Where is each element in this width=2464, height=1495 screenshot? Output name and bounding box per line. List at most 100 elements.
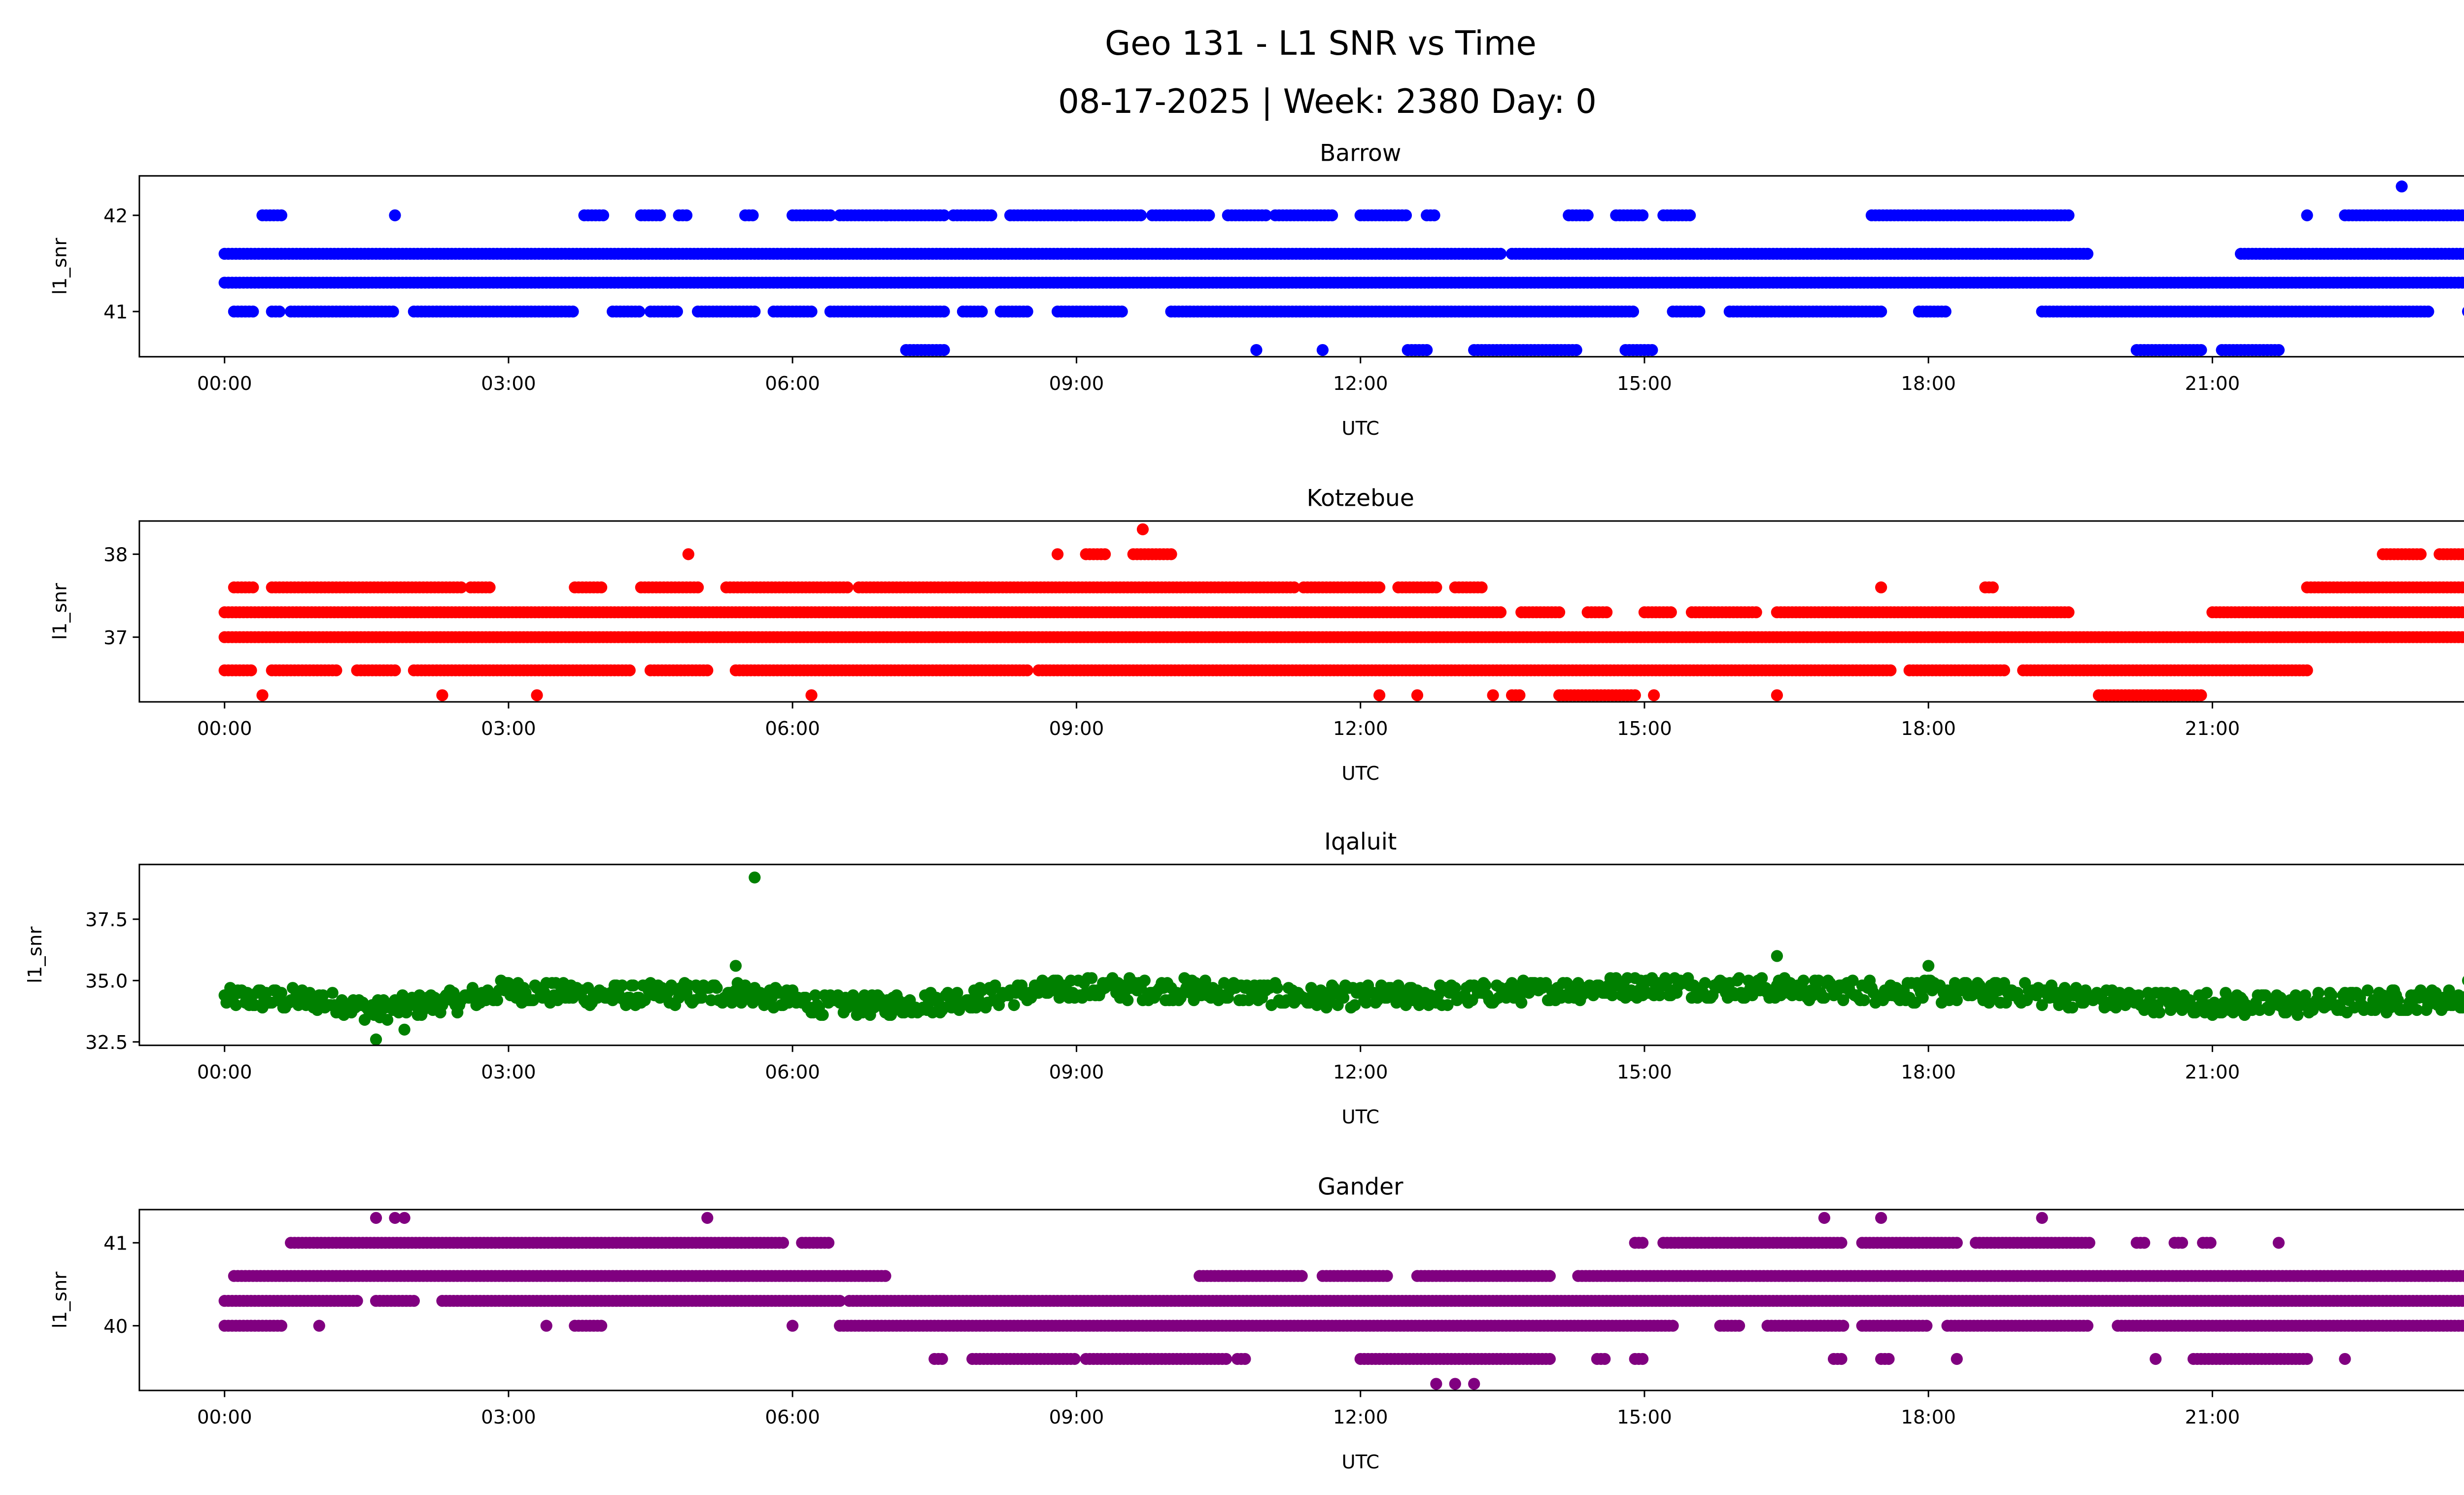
data-point bbox=[623, 664, 636, 677]
x-axis-label: UTC bbox=[1341, 417, 1379, 440]
data-point bbox=[1494, 606, 1507, 619]
data-point bbox=[275, 987, 288, 999]
data-point bbox=[1756, 972, 1768, 984]
data-point bbox=[247, 305, 259, 318]
data-point bbox=[1411, 689, 1424, 701]
chart-subtitle: 08-17-2025 | Week: 2380 Day: 0 bbox=[1058, 82, 1597, 121]
data-point bbox=[1939, 305, 1951, 318]
data-point bbox=[1046, 984, 1058, 997]
data-point bbox=[805, 305, 818, 318]
panel-title: Kotzebue bbox=[1307, 485, 1414, 512]
data-point bbox=[436, 689, 448, 701]
data-point bbox=[1629, 689, 1641, 701]
data-point bbox=[2458, 247, 2464, 260]
data-point bbox=[627, 979, 640, 992]
data-point bbox=[336, 994, 348, 1007]
data-point bbox=[1428, 209, 1440, 221]
data-point bbox=[951, 987, 963, 999]
data-point bbox=[671, 305, 683, 318]
data-point bbox=[1326, 209, 1338, 221]
x-tick-label: 12:00 bbox=[1333, 373, 1388, 395]
x-tick-label: 21:00 bbox=[2185, 373, 2240, 395]
data-point bbox=[2081, 247, 2094, 260]
x-tick-label: 18:00 bbox=[1901, 718, 1956, 740]
data-point bbox=[2301, 209, 2313, 221]
data-point bbox=[1098, 548, 1111, 560]
data-point bbox=[1553, 606, 1566, 619]
x-tick-label: 09:00 bbox=[1049, 718, 1104, 740]
data-point bbox=[1646, 344, 1658, 356]
y-tick-label: 38 bbox=[103, 544, 128, 566]
data-point bbox=[2462, 249, 2464, 258]
data-point bbox=[985, 209, 997, 221]
data-point bbox=[483, 581, 496, 593]
data-point bbox=[2062, 606, 2075, 619]
data-point bbox=[747, 209, 759, 221]
data-point bbox=[1086, 972, 1098, 984]
data-point bbox=[1684, 209, 1696, 221]
data-point bbox=[1771, 689, 1783, 701]
data-point bbox=[1648, 689, 1660, 701]
data-point bbox=[2301, 664, 2313, 677]
x-tick-label: 06:00 bbox=[765, 373, 820, 395]
data-point bbox=[639, 994, 651, 1007]
data-point bbox=[1400, 209, 1412, 221]
data-point bbox=[817, 1008, 829, 1021]
data-point bbox=[1875, 581, 1887, 593]
data-point bbox=[1523, 987, 1535, 999]
data-point bbox=[1449, 982, 1461, 994]
data-point bbox=[389, 209, 401, 221]
data-points bbox=[218, 871, 2464, 1045]
data-point bbox=[1513, 689, 1526, 701]
data-point bbox=[1260, 209, 1272, 221]
data-point bbox=[1203, 209, 1215, 221]
data-point bbox=[396, 989, 409, 1002]
x-tick-label: 18:00 bbox=[1901, 373, 1956, 395]
data-point bbox=[1122, 994, 1134, 1007]
data-point bbox=[1136, 523, 1149, 535]
data-point bbox=[330, 664, 342, 677]
x-tick-label: 06:00 bbox=[765, 718, 820, 740]
x-tick-label: 09:00 bbox=[1049, 373, 1104, 395]
x-tick-label: 15:00 bbox=[1617, 718, 1672, 740]
x-tick-label: 21:00 bbox=[2185, 718, 2240, 740]
data-point bbox=[2462, 307, 2464, 316]
data-point bbox=[275, 209, 288, 221]
x-tick-label: 00:00 bbox=[197, 373, 252, 395]
data-point bbox=[491, 994, 504, 1007]
data-point bbox=[1515, 997, 1528, 1009]
data-point bbox=[1271, 982, 1283, 994]
chart-title: Geo 131 - L1 SNR vs Time bbox=[1105, 24, 1537, 63]
data-point bbox=[595, 581, 608, 593]
data-point bbox=[1134, 209, 1147, 221]
y-tick-label: 41 bbox=[103, 301, 128, 323]
data-point bbox=[711, 982, 723, 994]
data-point bbox=[1884, 664, 1897, 677]
data-point bbox=[799, 992, 812, 1004]
x-tick-label: 15:00 bbox=[1617, 373, 1672, 395]
data-point bbox=[1116, 305, 1128, 318]
data-point bbox=[1360, 997, 1372, 1009]
data-point bbox=[2460, 631, 2464, 643]
data-point bbox=[841, 581, 854, 593]
x-tick-label: 12:00 bbox=[1333, 718, 1388, 740]
y-axis-label: l1_snr bbox=[49, 583, 71, 640]
data-point bbox=[701, 664, 714, 677]
data-point bbox=[531, 689, 543, 701]
data-point bbox=[1165, 548, 1177, 560]
data-point bbox=[1570, 344, 1582, 356]
data-point bbox=[824, 209, 837, 221]
data-point bbox=[389, 664, 401, 677]
data-point bbox=[976, 305, 988, 318]
data-point bbox=[805, 689, 818, 701]
data-point bbox=[1441, 999, 1454, 1011]
data-points bbox=[218, 523, 2464, 701]
data-point bbox=[1430, 581, 1442, 593]
data-point bbox=[1693, 305, 1706, 318]
data-point bbox=[1373, 581, 1386, 593]
data-point bbox=[1998, 664, 2011, 677]
data-point bbox=[1627, 305, 1640, 318]
